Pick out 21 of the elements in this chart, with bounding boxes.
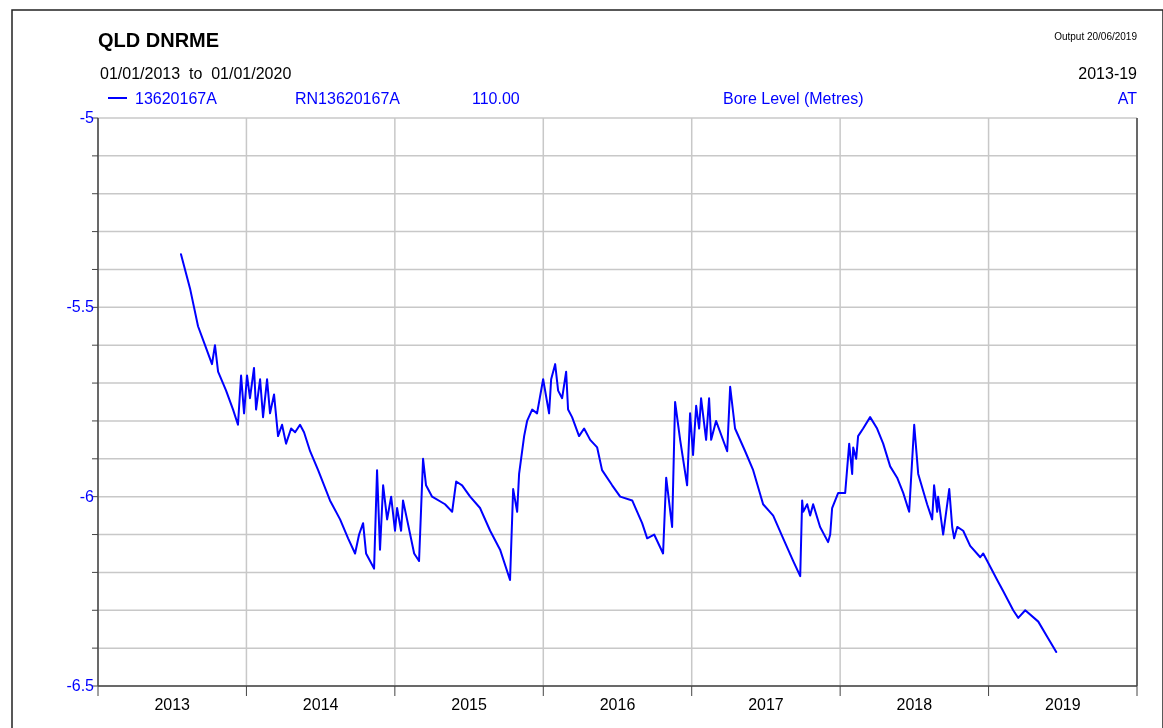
text: AT	[1117, 90, 1138, 107]
text: 2013-19	[1078, 65, 1138, 82]
x-tick-label: 2017	[748, 696, 784, 713]
x-tick-label: 2013	[154, 696, 191, 713]
line-series	[179, 253, 1058, 653]
x-tick-label: 2016	[599, 696, 636, 713]
text: 110.00	[472, 90, 520, 107]
legend-label: 13620167A	[135, 90, 218, 107]
x-tick-label: 2015	[451, 696, 487, 713]
y-tick-label: -6	[79, 487, 95, 505]
y-tick-label: -6.5	[66, 677, 95, 694]
chart-title: QLD DNRME	[98, 29, 220, 51]
x-tick-label: 2014	[302, 696, 339, 713]
x-tick-label: 2018	[896, 696, 933, 713]
x-tick-label: 2019	[1044, 696, 1081, 713]
text: RN13620167A	[295, 90, 401, 107]
text: Output 20/06/2019	[1054, 31, 1138, 42]
y-tick-label: -5.5	[66, 298, 95, 316]
y-tick-label: -5	[79, 109, 95, 126]
y-axis-title: Bore Level (Metres)	[723, 90, 864, 107]
chart-subtitle: 01/01/2013 to 01/01/2020	[100, 65, 292, 82]
